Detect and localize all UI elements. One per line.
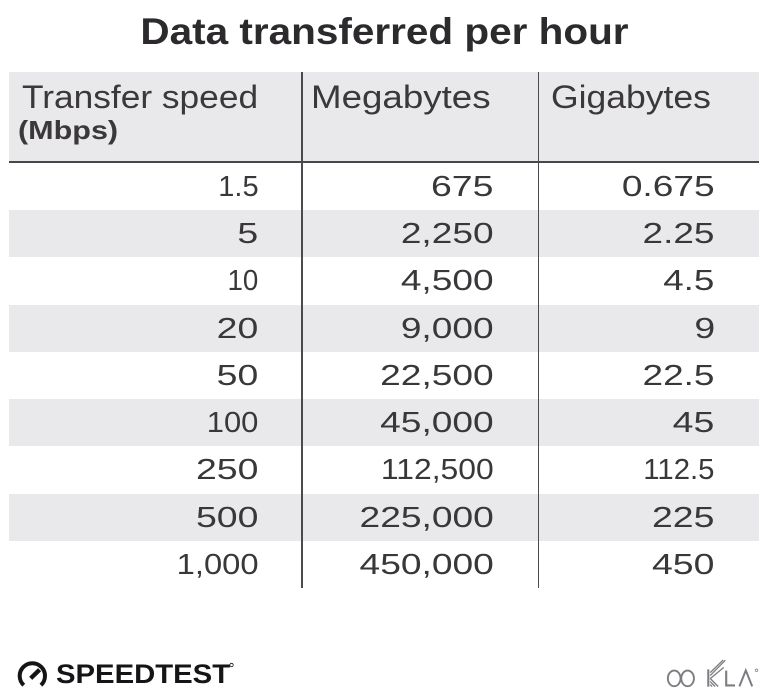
svg-text:SPEEDTEST: SPEEDTEST <box>56 658 230 689</box>
